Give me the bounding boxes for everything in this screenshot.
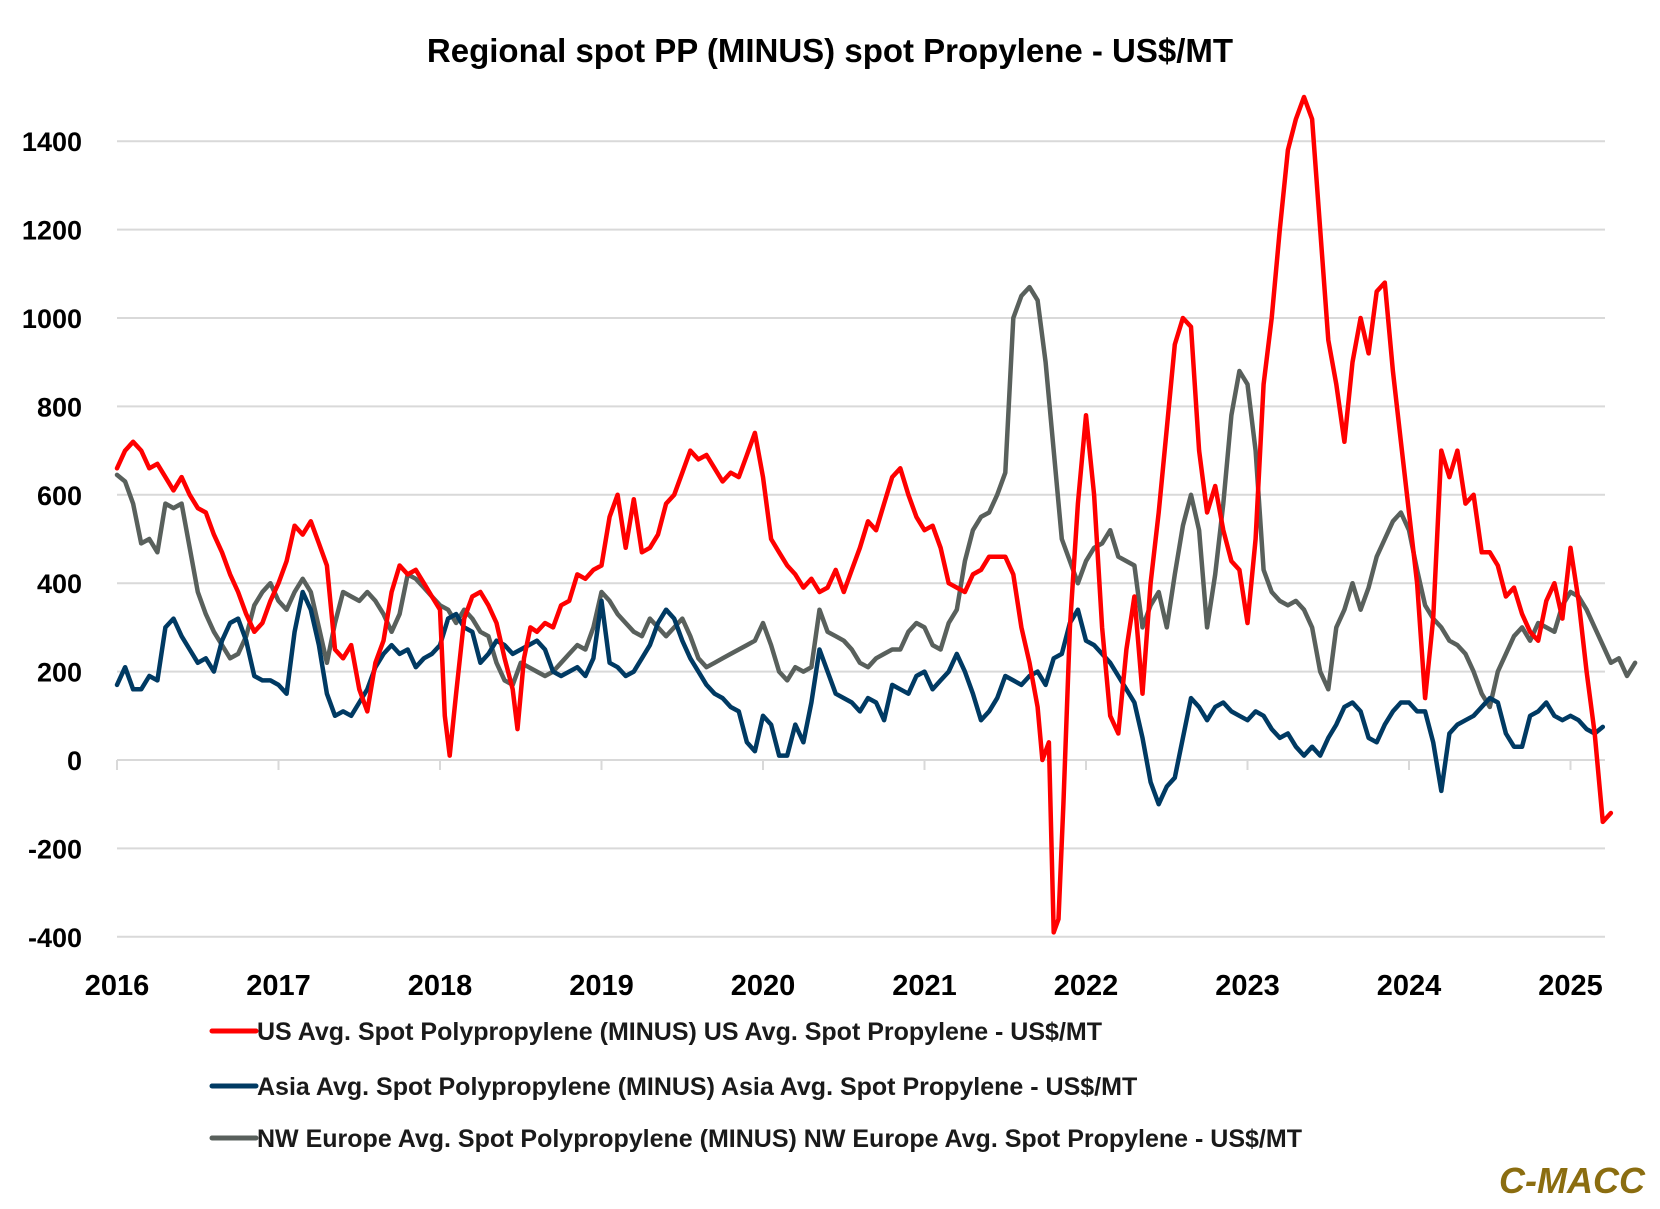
y-tick-label: 800 [37,392,82,422]
y-tick-label: 400 [37,569,82,599]
x-tick-label: 2022 [1054,970,1119,1002]
x-tick-label: 2024 [1377,970,1442,1002]
x-tick-label: 2017 [246,970,311,1002]
x-tick-label: 2019 [569,970,634,1002]
x-tick-label: 2020 [731,970,796,1002]
watermark-logo: C-MACC [1499,1160,1646,1201]
y-tick-label: -200 [28,834,82,864]
series-line-nw-europe [114,284,1638,710]
series-line-us [114,94,1614,935]
chart-title: Regional spot PP (MINUS) spot Propylene … [427,32,1233,69]
y-tick-label: 0 [67,746,82,776]
y-tick-label: -400 [28,923,82,953]
series-lines [114,94,1638,935]
series-line-asia [114,589,1606,807]
x-tick-label: 2018 [408,970,473,1002]
legend-item: US Avg. Spot Polypropylene (MINUS) US Av… [209,1018,1102,1046]
x-axis: 2016 2017 2018 2019 2020 2021 2022 2023 2024 2025 [85,760,1603,1002]
y-tick-label: 1200 [22,216,82,246]
x-tick-label: 2021 [892,970,957,1002]
legend-item: NW Europe Avg. Spot Polypropylene (MINUS… [209,1125,1302,1153]
x-tick-label: 2025 [1538,970,1603,1002]
legend-label: NW Europe Avg. Spot Polypropylene (MINUS… [257,1125,1302,1153]
x-tick-label: 2016 [85,970,150,1002]
legend: US Avg. Spot Polypropylene (MINUS) US Av… [209,1018,1302,1153]
legend-label: US Avg. Spot Polypropylene (MINUS) US Av… [257,1018,1102,1046]
y-tick-label: 1000 [22,304,82,334]
y-tick-label: 200 [37,658,82,688]
y-axis: 1400 1200 1000 800 600 400 200 0 -200 -400 [22,127,82,953]
y-tick-label: 1400 [22,127,82,157]
legend-item: Asia Avg. Spot Polypropylene (MINUS) Asi… [209,1073,1137,1101]
y-tick-label: 600 [37,481,82,511]
x-tick-label: 2023 [1215,970,1280,1002]
legend-label: Asia Avg. Spot Polypropylene (MINUS) Asi… [257,1073,1137,1101]
gridlines [117,140,1605,938]
